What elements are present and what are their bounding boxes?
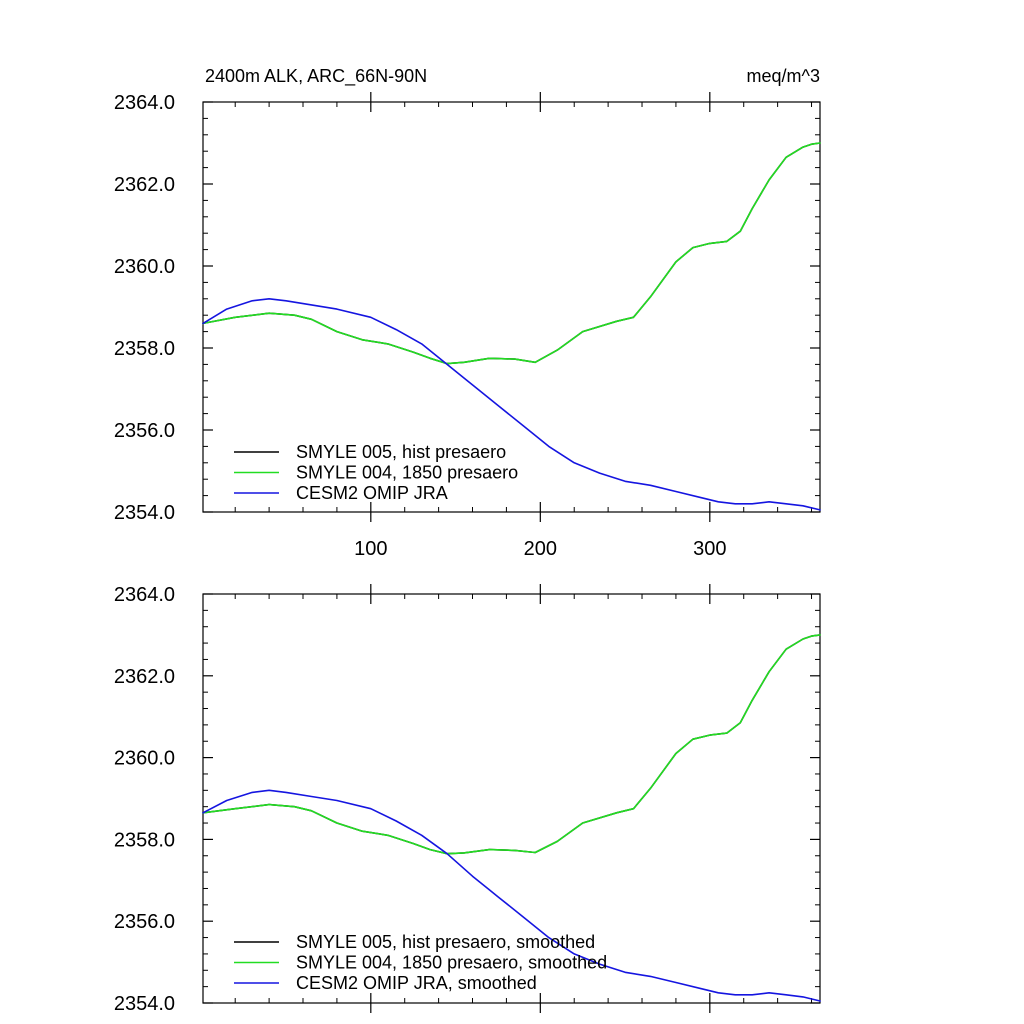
y-tick-label: 2360.0 bbox=[114, 256, 175, 278]
series-line-2 bbox=[202, 142, 821, 365]
legend-label: SMYLE 004, 1850 presaero, smoothed bbox=[296, 953, 607, 973]
legend-label: CESM2 OMIP JRA bbox=[296, 483, 448, 503]
y-tick-label: 2364.0 bbox=[114, 92, 175, 114]
x-tick-label: 200 bbox=[524, 538, 557, 560]
series-line-2 bbox=[202, 634, 821, 855]
x-tick-label: 100 bbox=[354, 538, 387, 560]
y-tick-label: 2354.0 bbox=[114, 502, 175, 524]
series-line-3 bbox=[202, 297, 821, 511]
series-line-1 bbox=[202, 142, 821, 365]
x-tick-label: 300 bbox=[693, 538, 726, 560]
y-tick-label: 2362.0 bbox=[114, 666, 175, 688]
chart-panel-1: 2400m ALK, ARC_66N-90N meq/m^3 100 200 300 23… bbox=[114, 66, 821, 560]
y-tick-label: 2354.0 bbox=[114, 993, 175, 1015]
y-tick-label: 2358.0 bbox=[114, 829, 175, 851]
legend-label: SMYLE 005, hist presaero bbox=[296, 442, 506, 462]
series-line-3 bbox=[202, 789, 821, 1002]
series-line-1 bbox=[202, 634, 821, 855]
legend-label: SMYLE 005, hist presaero, smoothed bbox=[296, 932, 595, 952]
y-tick-label: 2364.0 bbox=[114, 584, 175, 606]
legend: SMYLE 005, hist presaero, smoothedSMYLE … bbox=[234, 932, 607, 993]
legend-label: CESM2 OMIP JRA, smoothed bbox=[296, 973, 537, 993]
y-tick-label: 2356.0 bbox=[114, 420, 175, 442]
units-label: meq/m^3 bbox=[747, 66, 820, 86]
y-tick-label: 2362.0 bbox=[114, 174, 175, 196]
plot-frame bbox=[202, 593, 821, 1004]
legend-label: SMYLE 004, 1850 presaero bbox=[296, 463, 518, 483]
plot-frame bbox=[202, 101, 821, 513]
chart-title: 2400m ALK, ARC_66N-90N bbox=[205, 66, 427, 87]
y-tick-label: 2358.0 bbox=[114, 338, 175, 360]
y-tick-label: 2356.0 bbox=[114, 911, 175, 933]
y-tick-label: 2360.0 bbox=[114, 748, 175, 770]
chart-panel-2: 2354.0 2356.0 2358.0 2360.0 2362.0 2364.0 SMYL… bbox=[114, 584, 821, 1015]
